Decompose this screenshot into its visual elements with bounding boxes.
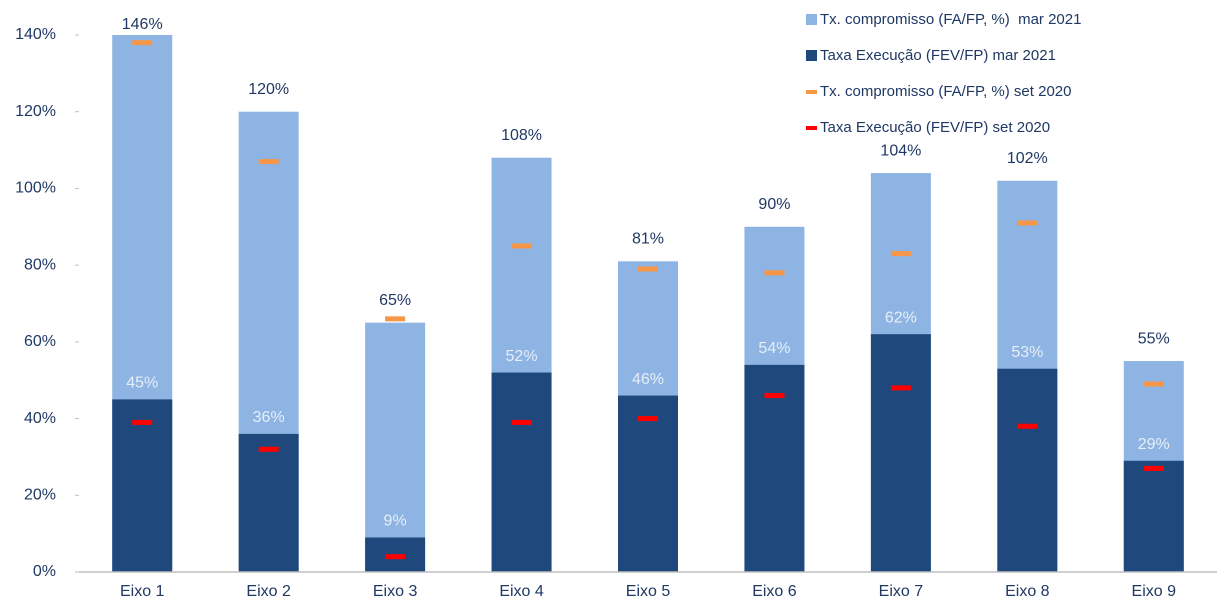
data-label: 104% bbox=[880, 142, 921, 159]
bar bbox=[365, 322, 426, 572]
marker bbox=[511, 243, 532, 249]
y-tick-label: 0% bbox=[33, 563, 56, 580]
y-tick-label: 100% bbox=[15, 180, 56, 197]
marker bbox=[132, 419, 153, 425]
x-tick-label: Eixo 4 bbox=[499, 583, 544, 600]
y-tick-label: 20% bbox=[24, 487, 56, 504]
legend-swatch bbox=[806, 126, 817, 130]
marker bbox=[258, 446, 279, 452]
marker bbox=[890, 385, 911, 391]
data-label: 46% bbox=[632, 371, 664, 388]
data-label: 62% bbox=[885, 309, 917, 326]
y-tick-label: 60% bbox=[24, 333, 56, 350]
y-tick-label: 40% bbox=[24, 410, 56, 427]
data-label: 90% bbox=[758, 196, 790, 213]
x-tick-label: Eixo 3 bbox=[373, 583, 418, 600]
bar bbox=[1123, 460, 1184, 572]
data-label: 102% bbox=[1007, 150, 1048, 167]
legend-swatch bbox=[806, 90, 817, 94]
x-tick-label: Eixo 8 bbox=[1005, 583, 1050, 600]
marker bbox=[1017, 220, 1038, 226]
marker bbox=[385, 554, 406, 560]
legend-swatch bbox=[806, 14, 817, 25]
bar bbox=[238, 433, 299, 572]
data-label: 45% bbox=[126, 375, 158, 392]
data-label: 120% bbox=[248, 81, 289, 98]
marker bbox=[1143, 465, 1164, 471]
legend-label: Tx. compromisso (FA/FP, %) mar 2021 bbox=[820, 11, 1081, 28]
marker bbox=[385, 316, 406, 322]
marker bbox=[764, 393, 785, 399]
x-tick-label: Eixo 7 bbox=[879, 583, 924, 600]
x-tick-label: Eixo 6 bbox=[752, 583, 797, 600]
marker bbox=[764, 270, 785, 276]
data-label: 54% bbox=[758, 340, 790, 357]
data-label: 9% bbox=[384, 513, 407, 530]
data-label: 65% bbox=[379, 292, 411, 309]
legend-label: Taxa Execução (FEV/FP) mar 2021 bbox=[820, 47, 1056, 64]
bar bbox=[618, 395, 678, 572]
x-tick-label: Eixo 1 bbox=[120, 583, 165, 600]
data-label: 81% bbox=[632, 231, 664, 248]
bar bbox=[997, 368, 1058, 572]
y-tick-label: 120% bbox=[15, 103, 56, 120]
bar bbox=[491, 372, 552, 572]
legend-label: Taxa Execução (FEV/FP) set 2020 bbox=[820, 119, 1050, 136]
marker bbox=[890, 251, 911, 257]
marker bbox=[511, 419, 532, 425]
bar bbox=[744, 364, 805, 572]
data-label: 52% bbox=[506, 348, 538, 365]
data-label: 29% bbox=[1138, 436, 1170, 453]
marker bbox=[258, 159, 279, 165]
marker bbox=[1017, 423, 1038, 429]
marker bbox=[132, 40, 153, 46]
data-label: 36% bbox=[253, 409, 285, 426]
legend-label: Tx. compromisso (FA/FP, %) set 2020 bbox=[820, 83, 1071, 100]
marker bbox=[638, 416, 658, 422]
y-tick-label: 140% bbox=[15, 26, 56, 43]
y-tick-label: 80% bbox=[24, 256, 56, 273]
bar bbox=[870, 334, 931, 572]
legend-swatch bbox=[806, 50, 817, 61]
marker bbox=[638, 266, 658, 272]
x-tick-label: Eixo 9 bbox=[1132, 583, 1177, 600]
data-label: 108% bbox=[501, 127, 542, 144]
data-label: 53% bbox=[1011, 344, 1043, 361]
x-tick-label: Eixo 5 bbox=[626, 583, 671, 600]
marker bbox=[1143, 381, 1164, 387]
x-tick-label: Eixo 2 bbox=[246, 583, 291, 600]
data-label: 146% bbox=[122, 16, 163, 33]
data-label: 55% bbox=[1138, 330, 1170, 347]
bar bbox=[112, 399, 173, 572]
